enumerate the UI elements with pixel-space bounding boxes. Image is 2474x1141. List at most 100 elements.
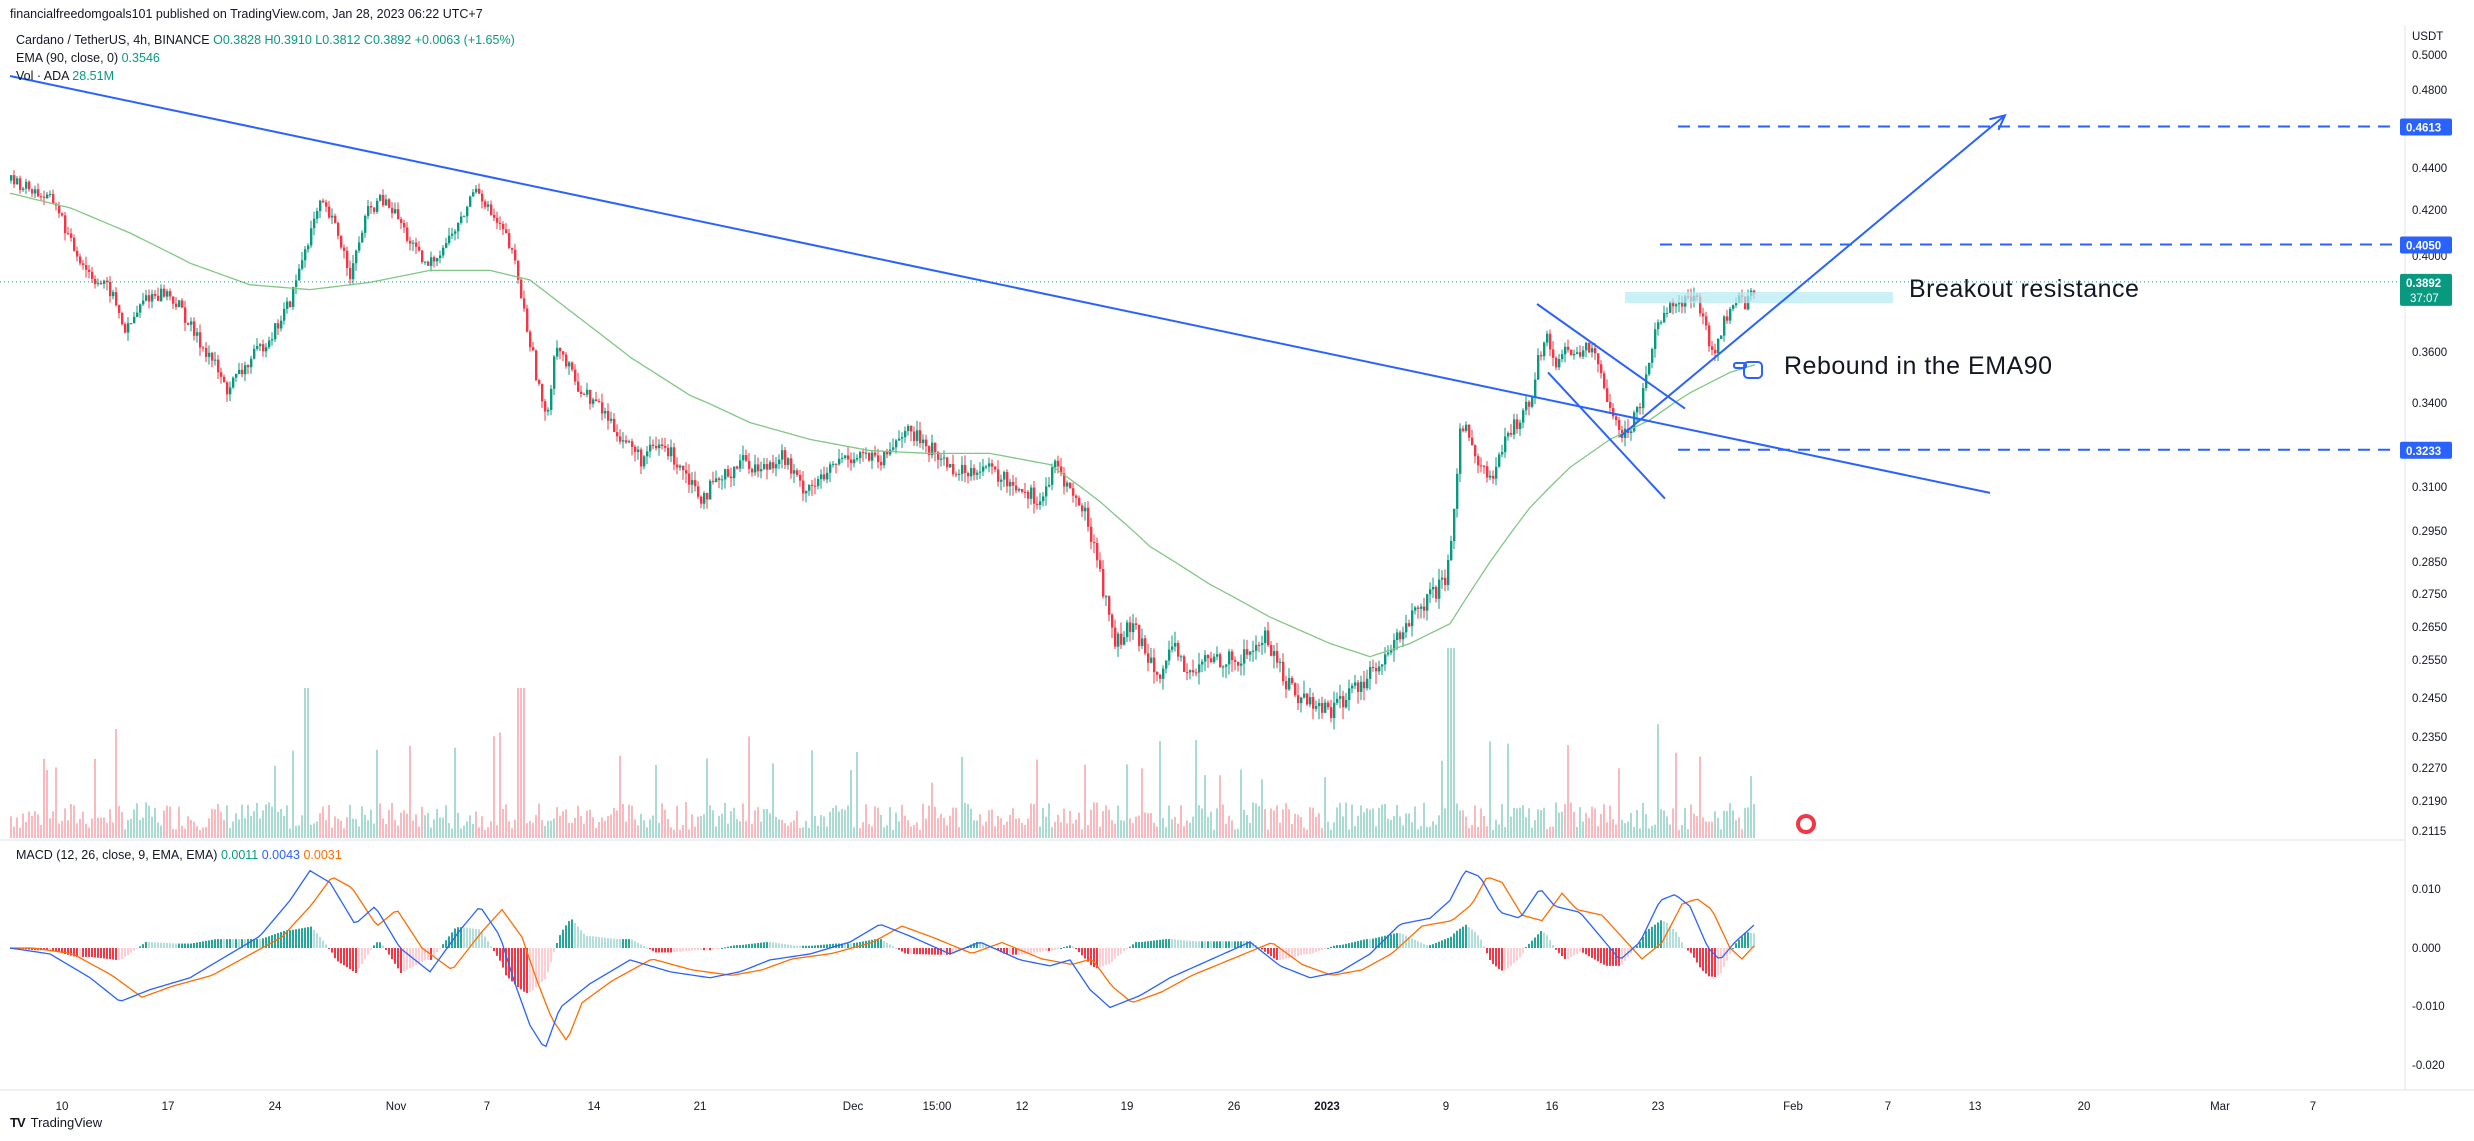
support-price-badge: 0.3233 xyxy=(2406,446,2441,458)
macd-hist-bar xyxy=(268,936,270,948)
candle-body xyxy=(970,468,973,477)
candle-body xyxy=(532,347,535,351)
candle-body xyxy=(31,189,34,194)
candle-body xyxy=(1063,473,1066,487)
candle-body xyxy=(1336,698,1339,703)
macd-hist-bar xyxy=(397,948,399,969)
macd-hist-bar xyxy=(775,942,777,948)
tradingview-logo-icon[interactable]: TV xyxy=(10,1115,26,1130)
volume-bar xyxy=(238,819,240,838)
volume-bar xyxy=(418,826,420,838)
tradingview-brand[interactable]: TradingView xyxy=(30,1115,103,1130)
volume-bar xyxy=(73,805,75,838)
volume-bar xyxy=(1249,822,1251,838)
macd-hist-bar xyxy=(364,948,366,960)
macd-hist-bar xyxy=(763,942,765,948)
candle-body xyxy=(892,447,895,450)
candle-body xyxy=(499,222,502,224)
volume-bar xyxy=(1168,805,1170,838)
volume-bar xyxy=(1213,829,1215,838)
candle-body xyxy=(298,268,301,281)
volume-bar xyxy=(1615,824,1617,838)
volume-bar xyxy=(1423,802,1425,838)
volume-bar xyxy=(1120,820,1122,838)
macd-hist-bar xyxy=(1153,940,1155,948)
candle-body xyxy=(898,438,901,441)
volume-bar xyxy=(1414,806,1416,838)
candle-body xyxy=(811,484,814,486)
macd-hist-bar xyxy=(577,926,579,948)
candle-body xyxy=(1474,445,1477,457)
volume-bar xyxy=(322,806,324,838)
volume-bar xyxy=(787,825,789,838)
candle-body xyxy=(1723,316,1726,336)
candle-body xyxy=(1240,663,1243,666)
volume-bar xyxy=(904,815,906,838)
volume-bar xyxy=(526,823,528,838)
wedge-lower-line xyxy=(1547,371,1666,500)
candle-body xyxy=(1162,668,1165,679)
macd-hist-bar xyxy=(1435,942,1437,948)
macd-hist-bar xyxy=(1402,934,1404,948)
macd-hist-bar xyxy=(844,943,846,948)
volume-bar xyxy=(1519,807,1521,838)
volume-bar xyxy=(1723,810,1725,838)
candle-body xyxy=(142,300,145,305)
candle-body xyxy=(1447,560,1450,585)
candle-body xyxy=(127,323,130,333)
volume-bar xyxy=(1483,816,1485,838)
volume-bar xyxy=(427,812,429,838)
volume-bar xyxy=(337,818,339,838)
candle-body xyxy=(679,465,682,468)
volume-bar xyxy=(1648,828,1650,838)
candle-body xyxy=(1285,681,1288,690)
candle-body xyxy=(1636,406,1639,413)
candle-body xyxy=(1135,623,1138,626)
current-price-badge: 0.3892 xyxy=(2406,278,2441,290)
volume-bar xyxy=(1012,808,1014,838)
candle-body xyxy=(790,458,793,474)
volume-bar xyxy=(769,813,771,838)
macd-hist-bar xyxy=(1156,940,1158,948)
candle-body xyxy=(619,436,622,442)
macd-hist-bar xyxy=(526,948,528,993)
macd-hist-bar xyxy=(214,939,216,948)
macd-hist-bar xyxy=(580,930,582,948)
candle-body xyxy=(1450,541,1453,561)
macd-hist-bar xyxy=(1516,948,1518,961)
macd-hist-bar xyxy=(1312,948,1314,954)
candle-body xyxy=(478,188,481,194)
candle-body xyxy=(1390,650,1393,653)
macd-hist-bar xyxy=(490,946,492,948)
candle-body xyxy=(523,298,526,309)
macd-hist-bar xyxy=(919,948,921,955)
macd-hist-bar xyxy=(793,945,795,948)
macd-hist-bar xyxy=(1534,937,1536,948)
volume-bar xyxy=(1189,822,1191,838)
candle-body xyxy=(295,280,298,287)
macd-hist-bar xyxy=(139,946,141,948)
macd-hist-bar xyxy=(1699,948,1701,968)
candle-body xyxy=(997,469,1000,482)
macd-hist-bar xyxy=(808,945,810,948)
volume-bar xyxy=(1588,818,1590,838)
candle-body xyxy=(1189,670,1192,673)
candle-body xyxy=(1372,666,1375,668)
candle-body xyxy=(955,474,958,476)
candle-body xyxy=(1603,373,1606,389)
volume-bar xyxy=(1645,814,1647,838)
candle-body xyxy=(628,441,631,443)
candle-body xyxy=(1435,586,1438,599)
volume-bar xyxy=(967,803,969,838)
candle-body xyxy=(118,305,121,314)
candle-body xyxy=(1423,606,1426,611)
volume-bar xyxy=(916,822,918,838)
macd-hist-bar xyxy=(733,945,735,948)
candle-body xyxy=(655,445,658,449)
candle-body xyxy=(202,347,205,349)
macd-hist-bar xyxy=(916,948,918,955)
candle-body xyxy=(595,399,598,402)
macd-hist-bar xyxy=(91,948,93,958)
candle-body xyxy=(1021,489,1024,492)
candle-body xyxy=(793,470,796,474)
